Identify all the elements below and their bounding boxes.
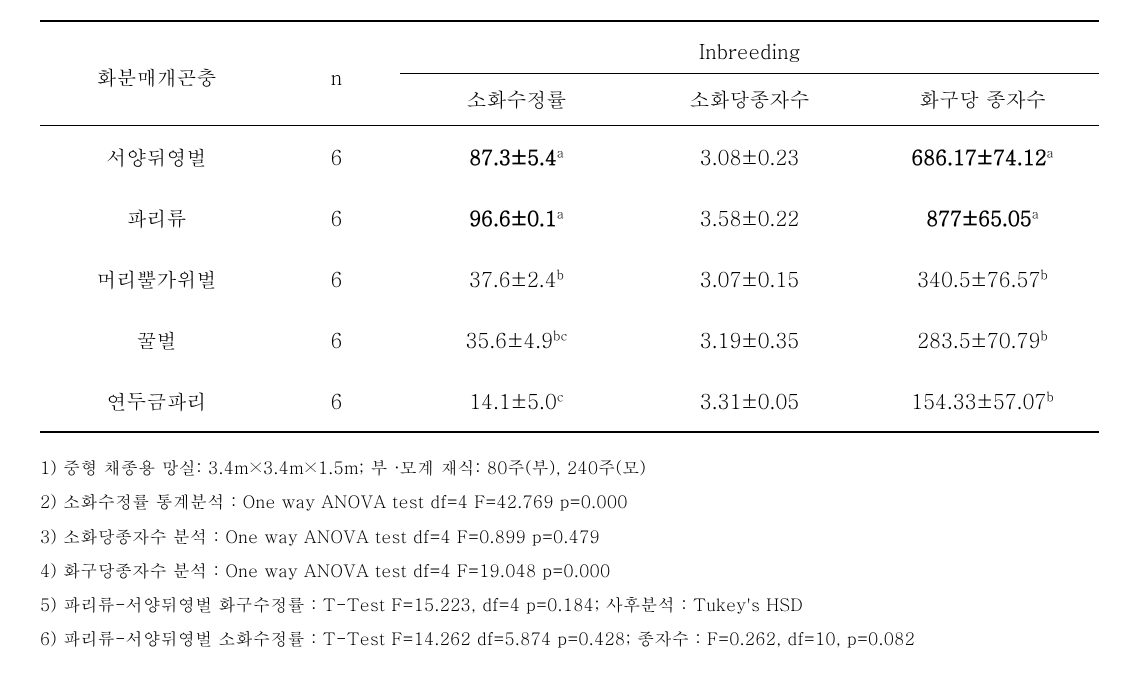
cell-fert-rate: 87.3±5.4a <box>400 126 633 188</box>
cell-seeds-floret: 3.07±0.15 <box>633 248 866 309</box>
cell-n: 6 <box>273 370 400 432</box>
footnote-line: 6) 파리류-서양뒤영벌 소화수정률 : T-Test F=14.262 df=… <box>40 622 1099 654</box>
table-body: 서양뒤영벌687.3±5.4a3.08±0.23686.17±74.12a파리류… <box>40 126 1099 433</box>
cell-seeds-floret: 3.19±0.35 <box>633 309 866 370</box>
footnote-line: 1) 중형 채종용 망실: 3.4m×3.4m×1.5m; 부 ·모계 재식: … <box>40 451 1099 483</box>
cell-seeds-floret: 3.08±0.23 <box>633 126 866 188</box>
col-inbreeding: Inbreeding <box>400 21 1099 74</box>
cell-fert-rate: 96.6±0.1a <box>400 187 633 248</box>
cell-n: 6 <box>273 187 400 248</box>
table-row: 파리류696.6±0.1a3.58±0.22877±65.05a <box>40 187 1099 248</box>
cell-fert-rate: 35.6±4.9bc <box>400 309 633 370</box>
cell-seeds-head: 283.5±70.79b <box>866 309 1099 370</box>
col-pollinator: 화분매개곤충 <box>40 21 273 126</box>
footnote-line: 2) 소화수정률 통계분석 : One way ANOVA test df=4 … <box>40 485 1099 517</box>
cell-pollinator: 서양뒤영벌 <box>40 126 273 188</box>
col-seeds-floret: 소화당종자수 <box>633 74 866 126</box>
cell-n: 6 <box>273 248 400 309</box>
table-row: 꿀벌635.6±4.9bc3.19±0.35283.5±70.79b <box>40 309 1099 370</box>
cell-seeds-head: 154.33±57.07b <box>866 370 1099 432</box>
cell-n: 6 <box>273 126 400 188</box>
cell-fert-rate: 14.1±5.0c <box>400 370 633 432</box>
cell-pollinator: 연두금파리 <box>40 370 273 432</box>
cell-pollinator: 꿀벌 <box>40 309 273 370</box>
table-row: 머리뿔가위벌637.6±2.4b3.07±0.15340.5±76.57b <box>40 248 1099 309</box>
cell-pollinator: 파리류 <box>40 187 273 248</box>
cell-n: 6 <box>273 309 400 370</box>
col-seeds-head: 화구당 종자수 <box>866 74 1099 126</box>
cell-seeds-floret: 3.31±0.05 <box>633 370 866 432</box>
cell-fert-rate: 37.6±2.4b <box>400 248 633 309</box>
footnote-line: 4) 화구당종자수 분석 : One way ANOVA test df=4 F… <box>40 554 1099 586</box>
table-row: 서양뒤영벌687.3±5.4a3.08±0.23686.17±74.12a <box>40 126 1099 188</box>
cell-seeds-floret: 3.58±0.22 <box>633 187 866 248</box>
cell-pollinator: 머리뿔가위벌 <box>40 248 273 309</box>
footnote-line: 5) 파리류-서양뒤영벌 화구수정률 : T-Test F=15.223, df… <box>40 588 1099 620</box>
footnote-line: 3) 소화당종자수 분석 : One way ANOVA test df=4 F… <box>40 520 1099 552</box>
pollinator-table: 화분매개곤충 n Inbreeding 소화수정률 소화당종자수 화구당 종자수… <box>40 20 1099 433</box>
cell-seeds-head: 877±65.05a <box>866 187 1099 248</box>
footnotes: 1) 중형 채종용 망실: 3.4m×3.4m×1.5m; 부 ·모계 재식: … <box>40 451 1099 655</box>
col-fert-rate: 소화수정률 <box>400 74 633 126</box>
cell-seeds-head: 340.5±76.57b <box>866 248 1099 309</box>
cell-seeds-head: 686.17±74.12a <box>866 126 1099 188</box>
col-n: n <box>273 21 400 126</box>
table-row: 연두금파리614.1±5.0c3.31±0.05154.33±57.07b <box>40 370 1099 432</box>
